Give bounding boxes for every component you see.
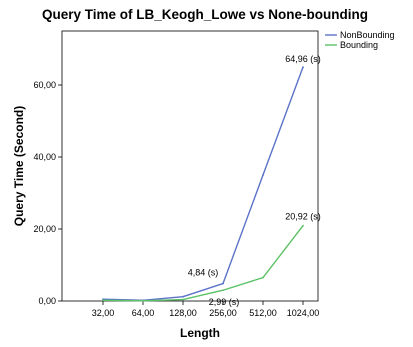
x-tick-label: 64,00 [132, 308, 155, 318]
x-axis: 32,00 64,00 128,00 256,00 512,00 1024,00 [92, 301, 320, 318]
data-point [262, 276, 264, 279]
data-point [182, 298, 184, 301]
data-point [302, 224, 304, 227]
series-lines [102, 66, 304, 302]
legend-label: NonBounding [340, 30, 395, 40]
x-tick-label: 128,00 [169, 308, 197, 318]
data-label: 2,99 (s) [209, 297, 240, 307]
y-axis-title: Query Time (Second) [12, 106, 26, 226]
y-tick-label: 40,00 [33, 152, 56, 162]
y-axis: 0,00 20,00 40,00 60,00 [33, 80, 62, 306]
data-label: 4,84 (s) [188, 268, 219, 278]
y-tick-label: 60,00 [33, 80, 56, 90]
x-tick-label: 512,00 [249, 308, 277, 318]
data-point [102, 299, 104, 302]
data-label: 20,92 (s) [285, 212, 321, 222]
data-point [262, 174, 264, 176]
data-point [222, 282, 224, 285]
data-label: 64,96 (s) [285, 54, 321, 64]
data-point [222, 289, 224, 292]
x-tick-label: 1024,00 [287, 308, 320, 318]
data-point [182, 295, 184, 298]
x-axis-title: Length [180, 326, 220, 340]
y-tick-label: 0,00 [38, 296, 56, 306]
data-point [302, 66, 304, 69]
plot-area [61, 30, 319, 302]
legend-label: Bounding [340, 40, 378, 50]
x-tick-label: 32,00 [92, 308, 115, 318]
y-tick-label: 20,00 [33, 224, 56, 234]
series-line-bounding [102, 225, 304, 302]
data-labels: 64,96 (s) 20,92 (s) 4,84 (s) 2,99 (s) [188, 54, 321, 307]
x-tick-label: 256,00 [209, 308, 237, 318]
data-point [142, 299, 144, 302]
chart-title: Query Time of LB_Keogh_Lowe vs None-boun… [42, 7, 368, 22]
